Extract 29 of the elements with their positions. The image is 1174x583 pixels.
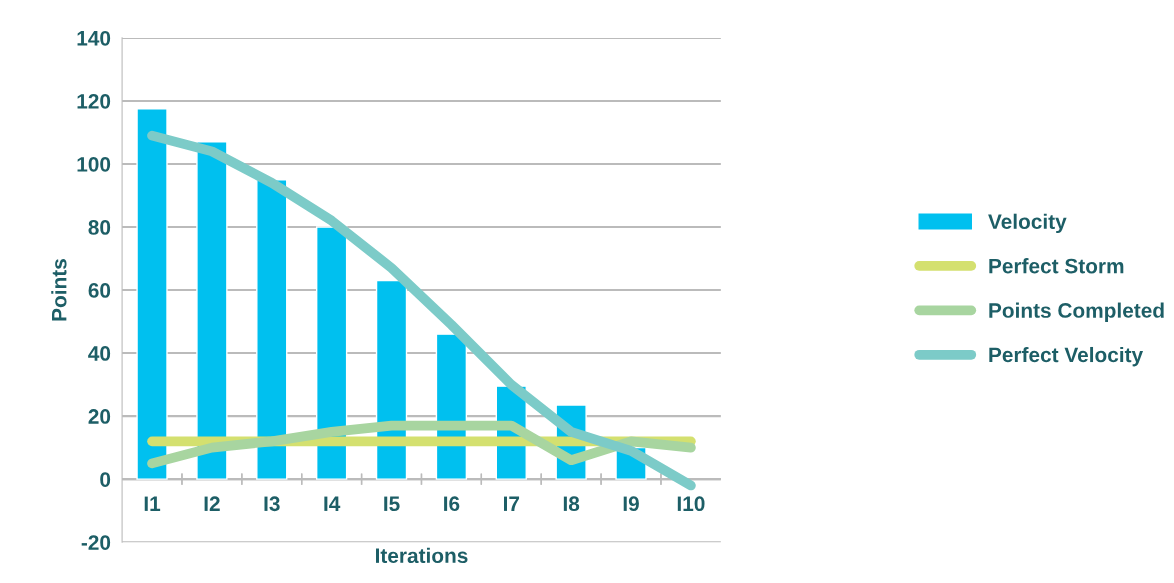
y-tick-label: 120 (77, 93, 111, 109)
x-tick-label: I1 (144, 496, 161, 511)
legend-label: Perfect Velocity (989, 346, 1144, 367)
x-tick-label: I7 (503, 496, 520, 511)
y-tick-label: 80 (88, 220, 111, 235)
legend-label: Velocity (988, 213, 1067, 234)
x-tick-label: I4 (324, 496, 341, 511)
y-tick-label: 100 (77, 156, 111, 172)
y-tick-label: 40 (88, 346, 111, 361)
x-tick-label: I6 (444, 496, 460, 512)
y-axis-title: Points (51, 259, 67, 321)
y-tick-label: 140 (77, 30, 111, 46)
y-tick-label: -20 (81, 535, 111, 550)
y-tick-label: 0 (100, 472, 111, 487)
x-tick-label: I9 (623, 496, 639, 512)
legend-label: Points Completed (989, 302, 1164, 322)
x-tick-label: I3 (264, 496, 280, 512)
x-tick-label: I10 (677, 496, 705, 512)
bar (136, 108, 168, 480)
bar (256, 179, 288, 480)
x-axis-title: Iterations (375, 547, 468, 564)
x-tick-label: I2 (204, 496, 220, 511)
bar (196, 141, 228, 480)
y-tick-label: 20 (88, 409, 111, 424)
bar (315, 226, 348, 480)
y-tick-label: 60 (88, 283, 111, 298)
x-tick-label: I5 (384, 496, 400, 512)
legend-label: Perfect Storm (989, 258, 1124, 274)
x-tick-label: I8 (563, 496, 580, 512)
